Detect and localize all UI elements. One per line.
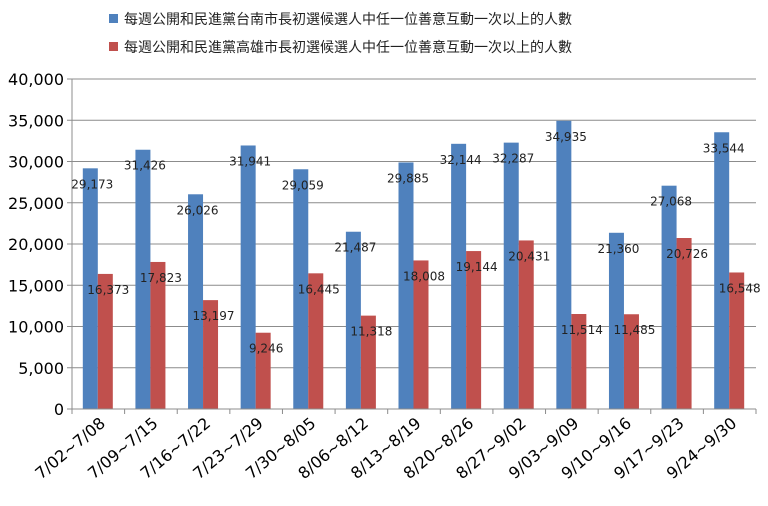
y-tick-label: 5,000 — [18, 359, 64, 378]
data-label-tainan: 29,885 — [387, 171, 429, 185]
bar-kaohsiung — [413, 260, 429, 409]
bar-kaohsiung — [466, 251, 482, 409]
y-tick-label: 40,000 — [8, 70, 64, 89]
y-tick-label: 25,000 — [8, 194, 64, 213]
legend-label-tainan: 每週公開和民進黨台南市長初選候選人中任一位善意互動一次以上的人數 — [124, 11, 572, 28]
data-label-tainan: 27,068 — [650, 195, 692, 209]
data-label-kaohsiung: 9,246 — [249, 342, 283, 356]
data-label-kaohsiung: 17,823 — [140, 271, 182, 285]
data-label-kaohsiung: 20,726 — [666, 247, 708, 261]
y-tick-label: 20,000 — [8, 235, 64, 254]
data-label-tainan: 33,544 — [703, 141, 745, 155]
bar-tainan — [293, 169, 309, 409]
bar-tainan — [556, 120, 572, 409]
data-label-tainan: 21,487 — [334, 241, 376, 255]
legend: 每週公開和民進黨台南市長初選候選人中任一位善意互動一次以上的人數 每週公開和民進… — [109, 11, 572, 56]
bar-kaohsiung — [571, 314, 587, 409]
bar-kaohsiung — [203, 300, 219, 409]
bar-kaohsiung — [255, 332, 271, 409]
data-label-kaohsiung: 11,514 — [561, 323, 603, 337]
bar-tainan — [82, 168, 98, 409]
y-tick-label: 10,000 — [8, 318, 64, 337]
bar-tainan — [188, 194, 204, 409]
legend-swatch-tainan — [109, 14, 118, 23]
bar-tainan — [451, 143, 467, 409]
bars — [82, 120, 745, 409]
data-label-tainan: 34,935 — [545, 130, 587, 144]
data-label-kaohsiung: 13,197 — [193, 309, 235, 323]
data-label-tainan: 32,144 — [440, 153, 482, 167]
x-axis: 7/02~7/087/09~7/157/16~7/227/23~7/297/30… — [31, 408, 757, 483]
data-label-tainan: 21,360 — [597, 242, 639, 256]
data-label-tainan: 32,287 — [492, 152, 534, 166]
data-label-tainan: 26,026 — [177, 203, 219, 217]
data-label-tainan: 31,426 — [124, 159, 166, 173]
bar-tainan — [135, 149, 151, 409]
bar-tainan — [398, 162, 414, 409]
bar-tainan — [240, 145, 256, 409]
y-tick-label: 35,000 — [8, 111, 64, 130]
data-label-kaohsiung: 16,445 — [298, 282, 340, 296]
bar-tainan — [661, 185, 677, 409]
bar-kaohsiung — [150, 261, 166, 409]
bar-kaohsiung — [97, 273, 113, 409]
y-tick-label: 0 — [54, 400, 64, 419]
bar-kaohsiung — [518, 240, 534, 409]
bar-kaohsiung — [676, 238, 692, 409]
bar-kaohsiung — [729, 272, 745, 409]
data-label-kaohsiung: 18,008 — [403, 269, 445, 283]
data-label-kaohsiung: 16,373 — [87, 283, 129, 297]
bar-kaohsiung — [623, 314, 639, 409]
bar-tainan — [608, 232, 624, 409]
data-label-kaohsiung: 11,485 — [613, 323, 655, 337]
data-label-tainan: 29,059 — [282, 178, 324, 192]
bar-kaohsiung — [360, 315, 376, 409]
legend-swatch-kaohsiung — [109, 42, 118, 51]
y-axis: 0 5,000 10,000 15,000 20,000 25,000 30,000 35,0… — [8, 70, 73, 419]
data-label-kaohsiung: 20,431 — [508, 249, 550, 263]
data-label-kaohsiung: 16,548 — [719, 281, 761, 295]
y-tick-label: 15,000 — [8, 276, 64, 295]
bar-tainan — [345, 231, 361, 409]
data-labels: 29,173 16,373 31,426 17,823 26,026 13,197 31,9… — [71, 130, 760, 356]
y-tick-label: 30,000 — [8, 153, 64, 172]
bar-kaohsiung — [308, 273, 324, 409]
data-label-kaohsiung: 11,318 — [350, 325, 392, 339]
bar-tainan — [714, 132, 730, 409]
bar-tainan — [503, 142, 519, 409]
data-label-tainan: 29,173 — [71, 177, 113, 191]
legend-label-kaohsiung: 每週公開和民進黨高雄市長初選候選人中任一位善意互動一次以上的人數 — [124, 39, 572, 56]
data-label-kaohsiung: 19,144 — [456, 260, 498, 274]
data-label-tainan: 31,941 — [229, 154, 271, 168]
